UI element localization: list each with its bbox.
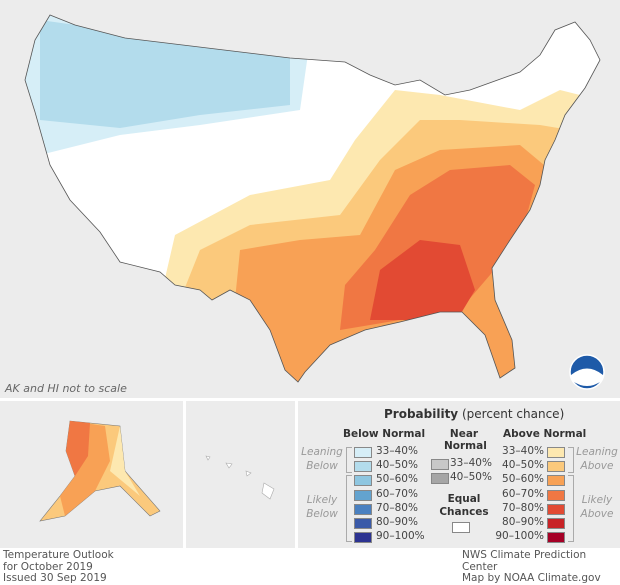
below-label: 60–70% bbox=[376, 487, 418, 500]
legend: Probability (percent chance) Below Norma… bbox=[298, 401, 620, 548]
equal-chances-heading: Equal Chances bbox=[439, 493, 489, 518]
above-swatch bbox=[547, 447, 565, 458]
leaning-above-bracket bbox=[568, 447, 574, 473]
above-label: 50–60% bbox=[502, 473, 544, 486]
scale-note: AK and HI not to scale bbox=[5, 382, 127, 395]
near-swatch bbox=[431, 473, 449, 485]
below-label: 80–90% bbox=[376, 516, 418, 528]
below-swatch bbox=[354, 532, 372, 544]
above-swatch bbox=[547, 489, 565, 501]
equal-chances-swatch bbox=[452, 522, 470, 533]
below-label: 40–50% bbox=[376, 459, 418, 472]
below-swatch bbox=[354, 447, 372, 458]
above-label: 60–70% bbox=[502, 487, 544, 500]
above-swatch bbox=[547, 475, 565, 487]
near-swatch bbox=[431, 459, 449, 470]
leaning-below-label: Leaning Below bbox=[301, 446, 343, 472]
leaning-above-label: Leaning Above bbox=[576, 446, 618, 472]
below-swatch bbox=[354, 475, 372, 487]
above-label: 40–50% bbox=[502, 459, 544, 472]
caption-period: for October 2019 bbox=[3, 560, 93, 573]
above-70-80-region bbox=[370, 240, 475, 320]
above-label: 80–90% bbox=[502, 516, 544, 528]
near-label: 40–50% bbox=[450, 471, 492, 484]
below-label: 33–40% bbox=[376, 445, 418, 457]
hawaii-map bbox=[205, 455, 275, 500]
below-swatch bbox=[354, 518, 372, 529]
hawaii-inset bbox=[186, 401, 295, 548]
likely-below-bracket bbox=[346, 475, 352, 542]
credit-climate-gov: Map by NOAA Climate.gov bbox=[462, 572, 601, 584]
contiguous-us-map: AK and HI not to scale bbox=[0, 0, 620, 398]
credits: NWS Climate Prediction Center Map by NOA… bbox=[462, 549, 620, 585]
outlook-caption: Temperature Outlook for October 2019 Iss… bbox=[3, 549, 114, 585]
above-swatch bbox=[547, 532, 565, 544]
below-label: 50–60% bbox=[376, 473, 418, 486]
legend-title: Probability (percent chance) bbox=[384, 407, 565, 421]
likely-above-label: Likely Above bbox=[580, 494, 614, 520]
below-swatch bbox=[354, 503, 372, 515]
above-swatch bbox=[547, 503, 565, 515]
likely-below-label: Likely Below bbox=[306, 494, 338, 520]
above-swatch bbox=[547, 518, 565, 529]
likely-above-bracket bbox=[568, 475, 574, 542]
us-map-svg bbox=[24, 14, 605, 390]
above-swatch bbox=[547, 461, 565, 473]
below-label: 90–100% bbox=[376, 530, 425, 543]
alaska-inset bbox=[0, 401, 183, 548]
above-label: 33–40% bbox=[502, 445, 544, 457]
near-label: 33–40% bbox=[450, 457, 492, 469]
alaska-map bbox=[39, 420, 161, 522]
leaning-below-bracket bbox=[346, 447, 352, 473]
below-swatch bbox=[354, 461, 372, 473]
below-label: 70–80% bbox=[376, 501, 418, 514]
above-label: 70–80% bbox=[502, 501, 544, 514]
caption-issued: Issued 30 Sep 2019 bbox=[3, 572, 107, 584]
below-normal-heading: Below Normal bbox=[343, 428, 426, 440]
credit-cpc: NWS Climate Prediction Center bbox=[462, 549, 587, 573]
above-label: 90–100% bbox=[495, 530, 544, 543]
near-normal-heading: Near Normal bbox=[444, 428, 487, 452]
above-normal-heading: Above Normal bbox=[503, 428, 587, 440]
noaa-logo bbox=[569, 354, 605, 390]
below-swatch bbox=[354, 489, 372, 501]
caption-title: Temperature Outlook bbox=[3, 549, 114, 561]
